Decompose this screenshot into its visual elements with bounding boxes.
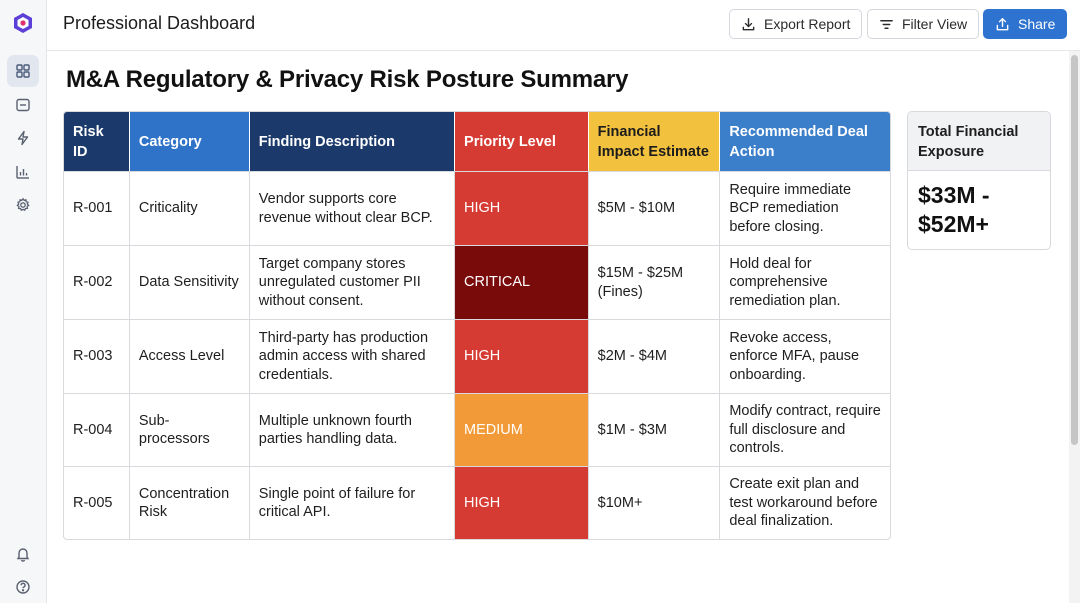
risk-id-cell: R-004 (64, 393, 130, 466)
sidebar-item-panels[interactable] (7, 89, 39, 121)
export-report-label: Export Report (764, 16, 851, 32)
filter-icon (880, 19, 893, 29)
table-row: R-002 Data Sensitivity Target company st… (64, 245, 890, 319)
header-recommended-action: Recommended Deal Action (720, 112, 890, 171)
notifications-button[interactable] (7, 538, 39, 570)
header-risk-id: Risk ID (64, 112, 130, 171)
total-exposure-value: $33M - $52M+ (918, 182, 990, 237)
gear-icon (16, 197, 30, 212)
action-cell: Revoke access, enforce MFA, pause onboar… (720, 319, 890, 393)
bar-chart-icon (16, 166, 29, 179)
impact-cell: $15M - $25M (Fines) (588, 245, 721, 319)
share-label: Share (1018, 16, 1056, 32)
action-cell: Modify contract, require full disclosure… (720, 393, 890, 466)
header-category: Category (129, 112, 250, 171)
risk-id-cell: R-003 (64, 319, 130, 393)
finding-cell: Single point of failure for critical API… (249, 466, 456, 539)
table-row: R-005 Concentration Risk Single point of… (64, 466, 890, 539)
risk-table: Risk ID Category Finding Description Pri… (63, 111, 891, 540)
help-button[interactable] (7, 571, 39, 603)
finding-cell: Vendor supports core revenue without cle… (249, 171, 456, 245)
category-cell: Data Sensitivity (129, 245, 250, 319)
page-scrollbar[interactable] (1069, 51, 1080, 603)
table-row: R-001 Criticality Vendor supports core r… (64, 171, 890, 245)
action-cell: Require immediate BCP remediation before… (720, 171, 890, 245)
app-title: Professional Dashboard (63, 13, 256, 33)
grid-icon (16, 64, 30, 78)
sidebar-item-activity[interactable] (7, 122, 39, 154)
finding-cell: Third-party has production admin access … (249, 319, 456, 393)
share-button[interactable]: Share (983, 9, 1068, 39)
priority-cell: HIGH (455, 319, 589, 393)
risk-id-cell: R-005 (64, 466, 130, 539)
scrollbar-thumb[interactable] (1071, 55, 1078, 445)
priority-cell: CRITICAL (455, 245, 589, 319)
export-report-button[interactable]: Export Report (729, 9, 863, 39)
total-exposure-label: Total Financial Exposure (908, 112, 1050, 171)
share-icon (996, 17, 1009, 30)
sidebar (0, 0, 47, 603)
top-bar: Professional Dashboard Export Report Fil… (47, 0, 1080, 51)
app-logo[interactable] (12, 12, 34, 34)
panel-icon (16, 98, 30, 112)
lightning-icon (17, 130, 29, 146)
priority-cell: HIGH (455, 171, 589, 245)
table-header-row: Risk ID Category Finding Description Pri… (64, 112, 890, 171)
impact-cell: $10M+ (588, 466, 721, 539)
finding-cell: Multiple unknown fourth parties handling… (249, 393, 456, 466)
impact-cell: $2M - $4M (588, 319, 721, 393)
category-cell: Access Level (129, 319, 250, 393)
sidebar-item-analytics[interactable] (7, 156, 39, 188)
help-icon (16, 580, 30, 594)
category-cell: Sub-processors (129, 393, 250, 466)
header-financial-impact: Financial Impact Estimate (588, 112, 721, 171)
page-title: M&A Regulatory & Privacy Risk Posture Su… (66, 66, 629, 93)
table-row: R-003 Access Level Third-party has produ… (64, 319, 890, 393)
priority-cell: MEDIUM (455, 393, 589, 466)
action-cell: Create exit plan and test workaround bef… (720, 466, 890, 539)
priority-cell: HIGH (455, 466, 589, 539)
total-exposure-card: Total Financial Exposure $33M - $52M+ (907, 111, 1051, 250)
action-cell: Hold deal for comprehensive remediation … (720, 245, 890, 319)
header-priority-level: Priority Level (455, 112, 589, 171)
impact-cell: $1M - $3M (588, 393, 721, 466)
finding-cell: Target company stores unregulated custom… (249, 245, 456, 319)
category-cell: Criticality (129, 171, 250, 245)
filter-view-label: Filter View (902, 16, 968, 32)
sidebar-item-settings[interactable] (7, 189, 39, 221)
risk-id-cell: R-002 (64, 245, 130, 319)
table-row: R-004 Sub-processors Multiple unknown fo… (64, 393, 890, 466)
download-icon (742, 17, 755, 30)
filter-view-button[interactable]: Filter View (867, 9, 980, 39)
risk-id-cell: R-001 (64, 171, 130, 245)
header-finding-description: Finding Description (249, 112, 456, 171)
bell-icon (16, 548, 30, 562)
sidebar-item-dashboard[interactable] (7, 55, 39, 87)
impact-cell: $5M - $10M (588, 171, 721, 245)
category-cell: Concentration Risk (129, 466, 250, 539)
